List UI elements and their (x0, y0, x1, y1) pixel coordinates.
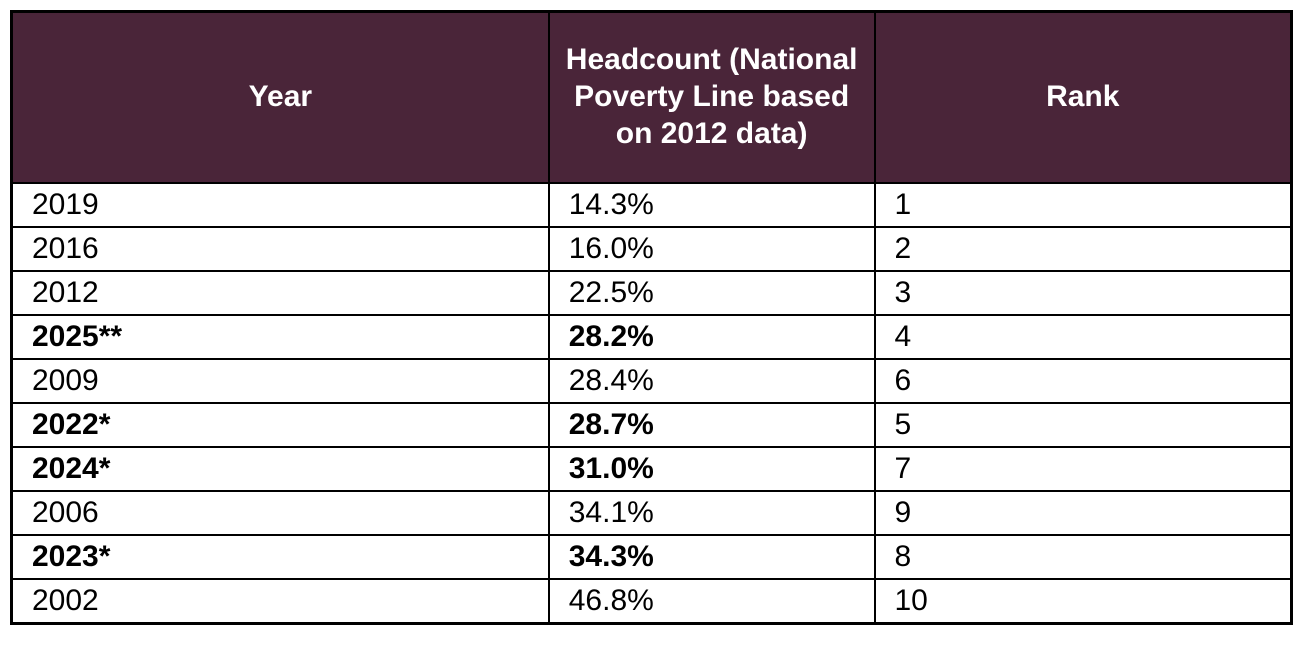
rank-cell: 5 (873, 402, 1293, 448)
headcount-cell: 46.8% (547, 578, 876, 625)
column-header-rank: Rank (873, 10, 1293, 184)
rank-cell: 6 (873, 358, 1293, 404)
year-cell: 2023* (10, 534, 550, 580)
headcount-cell: 28.2% (547, 314, 876, 360)
headcount-cell: 16.0% (547, 226, 876, 272)
year-cell: 2024* (10, 446, 550, 492)
rank-cell: 2 (873, 226, 1293, 272)
rank-cell: 4 (873, 314, 1293, 360)
table-row: 2012 22.5% 3 (10, 270, 1293, 316)
rank-cell: 3 (873, 270, 1293, 316)
year-cell: 2002 (10, 578, 550, 625)
table-row: 2009 28.4% 6 (10, 358, 1293, 404)
year-cell: 2016 (10, 226, 550, 272)
table-body: 2019 14.3% 1 2016 16.0% 2 2012 22.5% 3 2025** 28.2… (10, 182, 1293, 625)
year-cell: 2022* (10, 402, 550, 448)
year-cell: 2025** (10, 314, 550, 360)
table-row: 2002 46.8% 10 (10, 578, 1293, 625)
column-header-year: Year (10, 10, 550, 184)
table-row: 2016 16.0% 2 (10, 226, 1293, 272)
column-header-headcount: Headcount (National Poverty Line based o… (547, 10, 876, 184)
year-cell: 2009 (10, 358, 550, 404)
year-cell: 2019 (10, 182, 550, 228)
headcount-cell: 34.1% (547, 490, 876, 536)
table-row: 2022* 28.7% 5 (10, 402, 1293, 448)
poverty-table-container: Year Headcount (National Poverty Line ba… (10, 10, 1293, 625)
table-row: 2024* 31.0% 7 (10, 446, 1293, 492)
rank-cell: 1 (873, 182, 1293, 228)
year-cell: 2006 (10, 490, 550, 536)
headcount-cell: 28.4% (547, 358, 876, 404)
table-row: 2019 14.3% 1 (10, 182, 1293, 228)
table-row: 2023* 34.3% 8 (10, 534, 1293, 580)
headcount-cell: 14.3% (547, 182, 876, 228)
rank-cell: 9 (873, 490, 1293, 536)
headcount-cell: 34.3% (547, 534, 876, 580)
rank-cell: 8 (873, 534, 1293, 580)
header-row: Year Headcount (National Poverty Line ba… (10, 10, 1293, 184)
table-row: 2025** 28.2% 4 (10, 314, 1293, 360)
year-cell: 2012 (10, 270, 550, 316)
rank-cell: 7 (873, 446, 1293, 492)
headcount-cell: 28.7% (547, 402, 876, 448)
headcount-cell: 31.0% (547, 446, 876, 492)
poverty-table: Year Headcount (National Poverty Line ba… (10, 10, 1293, 625)
table-row: 2006 34.1% 9 (10, 490, 1293, 536)
rank-cell: 10 (873, 578, 1293, 625)
headcount-cell: 22.5% (547, 270, 876, 316)
